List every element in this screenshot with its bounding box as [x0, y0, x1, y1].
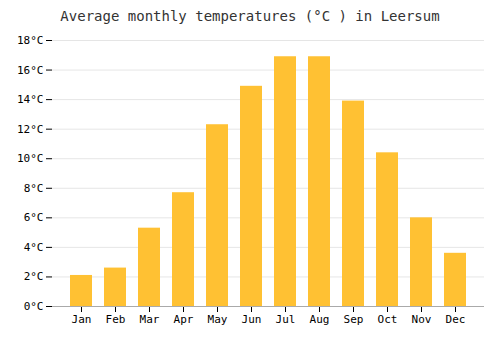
svg-text:Jan: Jan	[72, 313, 92, 326]
svg-text:6°C: 6°C	[24, 211, 44, 224]
svg-text:18°C: 18°C	[17, 34, 44, 47]
html-text:Average monthly temperatures (: Average monthly temperatures (°C ) in Le…	[60, 8, 440, 24]
svg-text:Mar: Mar	[140, 313, 160, 326]
svg-text:Oct: Oct	[378, 313, 398, 326]
svg-text:Aug: Aug	[310, 313, 330, 326]
svg-text:Nov: Nov	[412, 313, 432, 326]
svg-text:May: May	[208, 313, 228, 326]
svg-text:Feb: Feb	[106, 313, 126, 326]
svg-text:Apr: Apr	[174, 313, 194, 326]
svg-text:Jul: Jul	[276, 313, 296, 326]
svg-text:16°C: 16°C	[17, 64, 44, 77]
svg-text:0°C: 0°C	[24, 300, 44, 313]
svg-text:4°C: 4°C	[24, 241, 44, 254]
svg-text:2°C: 2°C	[24, 270, 44, 283]
svg-text:12°C: 12°C	[17, 123, 44, 136]
svg-text:8°C: 8°C	[24, 182, 44, 195]
svg-text:Sep: Sep	[344, 313, 364, 326]
svg-text:10°C: 10°C	[17, 152, 44, 165]
svg-text:Jun: Jun	[242, 313, 262, 326]
svg-text:Dec: Dec	[446, 313, 466, 326]
svg-text:14°C: 14°C	[17, 93, 44, 106]
